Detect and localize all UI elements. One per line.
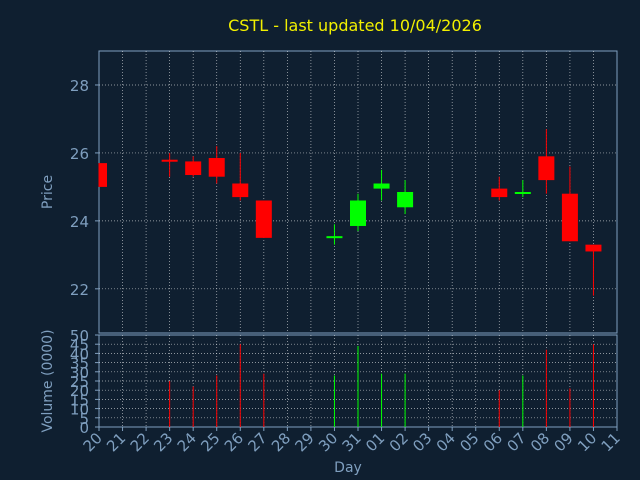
volume-axis-label: Volume (0000) (40, 329, 56, 432)
volume-tick-label: 10 (70, 401, 89, 419)
volume-tick-label: 35 (70, 355, 89, 373)
x-tick-label: 30 (315, 429, 341, 455)
x-tick-label: 07 (503, 429, 529, 455)
volume-tick-label: 0 (79, 419, 89, 437)
x-tick-label: 09 (551, 429, 577, 455)
candle-body (350, 200, 366, 226)
price-tick-label: 26 (70, 145, 89, 163)
x-tick-label: 05 (456, 429, 482, 455)
x-tick-label: 01 (362, 429, 388, 455)
price-panel: 22 24 26 28 (70, 50, 618, 334)
chart-title: CSTL - last updated 10/04/2026 (228, 16, 482, 35)
volume-tick-label: 50 (70, 327, 89, 345)
candle-body (585, 244, 602, 252)
candle-body (161, 159, 178, 162)
x-tick-label: 03 (409, 429, 435, 455)
candle-body (397, 192, 414, 208)
x-tick-label: 29 (292, 429, 318, 455)
volume-tick-label: 20 (70, 382, 89, 400)
x-tick-label: 24 (174, 429, 200, 455)
x-axis: 2021222324252627282930310102030405060708… (80, 427, 624, 455)
volume-tick-label: 45 (70, 336, 89, 354)
price-axis-label: Price (40, 175, 56, 209)
price-tick-label: 22 (70, 281, 89, 299)
price-tick-label: 24 (70, 213, 89, 231)
volume-tick-label: 40 (70, 345, 89, 363)
x-tick-label: 04 (433, 429, 459, 455)
x-tick-label: 22 (127, 429, 153, 455)
x-tick-label: 06 (480, 429, 506, 455)
x-tick-label: 08 (527, 429, 553, 455)
candle-body (208, 158, 225, 177)
x-axis-label: Day (334, 460, 362, 476)
candle-body (255, 200, 272, 238)
x-tick-label: 23 (150, 429, 176, 455)
x-tick-label: 28 (268, 429, 294, 455)
x-tick-label: 25 (197, 429, 223, 455)
price-tick-label: 28 (70, 77, 89, 95)
x-tick-label: 10 (574, 429, 600, 455)
candle-body (373, 183, 390, 189)
x-tick-label: 21 (103, 429, 129, 455)
x-tick-label: 11 (598, 429, 624, 455)
candle-body (232, 183, 249, 198)
candle-body (561, 193, 578, 242)
volume-tick-label: 25 (70, 373, 89, 391)
candle-body (491, 188, 508, 198)
x-tick-label: 26 (221, 429, 247, 455)
candle-body (538, 156, 555, 181)
candle-body (326, 236, 343, 239)
x-tick-label: 31 (339, 429, 365, 455)
volume-tick-label: 5 (79, 410, 89, 428)
x-tick-label: 02 (386, 429, 412, 455)
x-tick-label: 27 (244, 429, 270, 455)
candle-body (99, 163, 107, 187)
candle-body (514, 192, 531, 194)
volume-tick-label: 30 (70, 364, 89, 382)
volume-tick-label: 15 (70, 391, 89, 409)
candle-body (185, 161, 202, 176)
